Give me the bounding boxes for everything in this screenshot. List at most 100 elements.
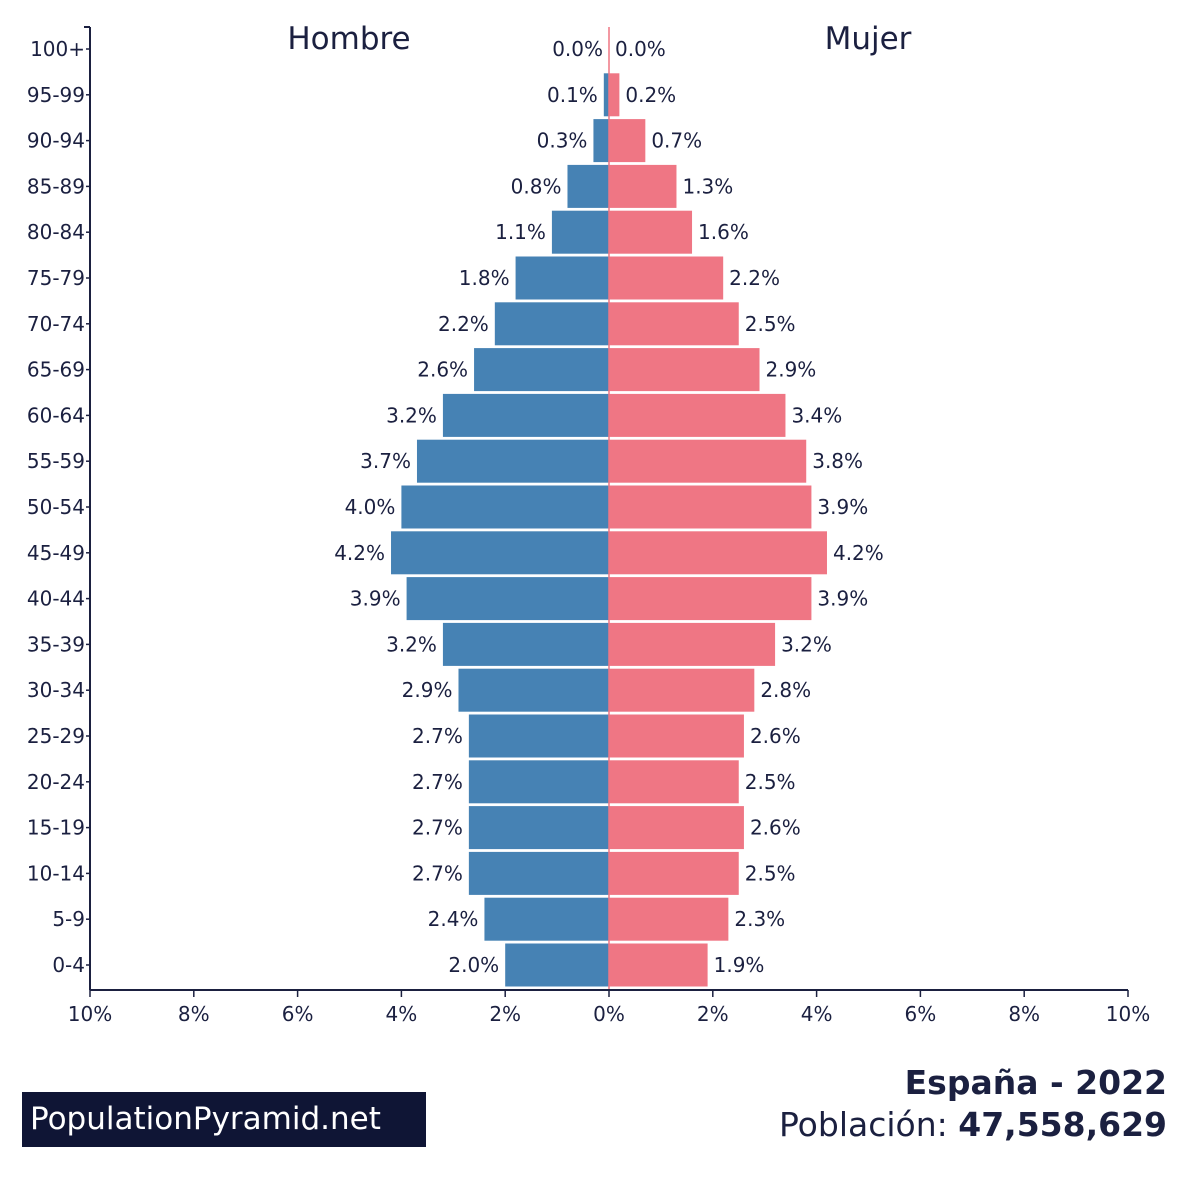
bar-hombre-95-99 bbox=[603, 73, 609, 117]
label-mujer-15-19: 2.6% bbox=[750, 816, 801, 840]
title-mujer: Mujer bbox=[825, 21, 912, 57]
bar-hombre-35-39 bbox=[442, 622, 609, 666]
bar-mujer-60-64 bbox=[609, 393, 786, 437]
age-label-65-69: 65-69 bbox=[27, 358, 85, 382]
bar-mujer-80-84 bbox=[609, 210, 693, 254]
bar-mujer-70-74 bbox=[609, 302, 739, 346]
label-mujer-80-84: 1.6% bbox=[698, 220, 749, 244]
bar-mujer-25-29 bbox=[609, 714, 744, 758]
age-label-80-84: 80-84 bbox=[27, 220, 85, 244]
age-label-25-29: 25-29 bbox=[27, 724, 85, 748]
bar-mujer-15-19 bbox=[609, 806, 744, 850]
label-mujer-40-44: 3.9% bbox=[817, 587, 868, 611]
label-hombre-45-49: 4.2% bbox=[334, 541, 385, 565]
bar-hombre-25-29 bbox=[468, 714, 609, 758]
label-mujer-20-24: 2.5% bbox=[745, 770, 796, 794]
label-hombre-15-19: 2.7% bbox=[412, 816, 463, 840]
bar-hombre-75-79 bbox=[515, 256, 609, 300]
age-label-15-19: 15-19 bbox=[27, 816, 85, 840]
label-mujer-45-49: 4.2% bbox=[833, 541, 884, 565]
x-tick-label: 2% bbox=[697, 1002, 729, 1026]
label-hombre-90-94: 0.3% bbox=[537, 129, 588, 153]
age-label-0-4: 0-4 bbox=[52, 953, 85, 977]
label-hombre-0-4: 2.0% bbox=[448, 953, 499, 977]
label-hombre-95-99: 0.1% bbox=[547, 83, 598, 107]
bar-hombre-45-49 bbox=[391, 531, 609, 575]
population-value: 47,558,629 bbox=[958, 1105, 1167, 1144]
age-label-55-59: 55-59 bbox=[27, 449, 85, 473]
label-hombre-35-39: 3.2% bbox=[386, 632, 437, 656]
label-mujer-10-14: 2.5% bbox=[745, 861, 796, 885]
age-label-60-64: 60-64 bbox=[27, 403, 85, 427]
bar-hombre-30-34 bbox=[458, 668, 609, 712]
label-mujer-60-64: 3.4% bbox=[791, 403, 842, 427]
label-mujer-85-89: 1.3% bbox=[682, 174, 733, 198]
value-labels: 0.0% 0.0% 0.1% 0.2% 0.3% 0.7% 0.8% 1.3% 1.1% 1.6%… bbox=[334, 37, 884, 977]
bar-mujer-30-34 bbox=[609, 668, 755, 712]
watermark-logo: PopulationPyramid.net bbox=[22, 1092, 426, 1147]
bar-hombre-80-84 bbox=[551, 210, 609, 254]
bar-mujer-65-69 bbox=[609, 348, 760, 392]
label-mujer-30-34: 2.8% bbox=[760, 678, 811, 702]
label-mujer-25-29: 2.6% bbox=[750, 724, 801, 748]
bar-hombre-85-89 bbox=[567, 164, 609, 208]
bar-mujer-35-39 bbox=[609, 622, 776, 666]
age-label-45-49: 45-49 bbox=[27, 541, 85, 565]
age-label-10-14: 10-14 bbox=[27, 861, 85, 885]
bar-mujer-55-59 bbox=[609, 439, 807, 483]
label-mujer-55-59: 3.8% bbox=[812, 449, 863, 473]
age-label-95-99: 95-99 bbox=[27, 83, 85, 107]
x-tick-label: 6% bbox=[905, 1002, 937, 1026]
label-hombre-55-59: 3.7% bbox=[360, 449, 411, 473]
label-mujer-90-94: 0.7% bbox=[651, 129, 702, 153]
label-mujer-100+: 0.0% bbox=[615, 37, 666, 61]
age-label-100+: 100+ bbox=[30, 37, 85, 61]
bar-hombre-90-94 bbox=[593, 119, 609, 163]
bar-hombre-50-54 bbox=[401, 485, 609, 529]
bar-hombre-20-24 bbox=[468, 760, 609, 804]
bar-mujer-95-99 bbox=[609, 73, 620, 117]
bar-mujer-10-14 bbox=[609, 851, 739, 895]
label-mujer-5-9: 2.3% bbox=[734, 907, 785, 931]
label-mujer-0-4: 1.9% bbox=[714, 953, 765, 977]
label-hombre-25-29: 2.7% bbox=[412, 724, 463, 748]
label-hombre-65-69: 2.6% bbox=[417, 358, 468, 382]
label-hombre-50-54: 4.0% bbox=[345, 495, 396, 519]
label-mujer-35-39: 3.2% bbox=[781, 632, 832, 656]
age-label-70-74: 70-74 bbox=[27, 312, 85, 336]
age-label-30-34: 30-34 bbox=[27, 678, 85, 702]
bar-mujer-5-9 bbox=[609, 897, 729, 941]
x-tick-label: 8% bbox=[178, 1002, 210, 1026]
age-label-50-54: 50-54 bbox=[27, 495, 85, 519]
bar-hombre-10-14 bbox=[468, 851, 609, 895]
age-label-5-9: 5-9 bbox=[52, 907, 85, 931]
x-tick-label: 6% bbox=[282, 1002, 314, 1026]
x-tick-label: 4% bbox=[801, 1002, 833, 1026]
label-mujer-75-79: 2.2% bbox=[729, 266, 780, 290]
label-hombre-75-79: 1.8% bbox=[459, 266, 510, 290]
population-line: Población: 47,558,629 bbox=[779, 1104, 1167, 1146]
bar-mujer-45-49 bbox=[609, 531, 827, 575]
bar-hombre-0-4 bbox=[505, 943, 609, 987]
bar-hombre-60-64 bbox=[442, 393, 609, 437]
label-hombre-20-24: 2.7% bbox=[412, 770, 463, 794]
bar-hombre-5-9 bbox=[484, 897, 609, 941]
bar-hombre-40-44 bbox=[406, 577, 609, 621]
label-hombre-30-34: 2.9% bbox=[402, 678, 453, 702]
label-hombre-70-74: 2.2% bbox=[438, 312, 489, 336]
bar-mujer-20-24 bbox=[609, 760, 739, 804]
label-hombre-5-9: 2.4% bbox=[428, 907, 479, 931]
country-year-title: España - 2022 bbox=[904, 1063, 1167, 1102]
label-hombre-80-84: 1.1% bbox=[495, 220, 546, 244]
label-hombre-60-64: 3.2% bbox=[386, 403, 437, 427]
caption: España - 2022 Población: 47,558,629 bbox=[779, 1062, 1167, 1146]
label-mujer-65-69: 2.9% bbox=[766, 358, 817, 382]
bars-layer bbox=[391, 27, 827, 990]
age-label-90-94: 90-94 bbox=[27, 129, 85, 153]
label-hombre-85-89: 0.8% bbox=[511, 174, 562, 198]
x-tick-label: 2% bbox=[489, 1002, 521, 1026]
x-tick-label: 4% bbox=[386, 1002, 418, 1026]
bar-mujer-75-79 bbox=[609, 256, 724, 300]
x-tick-label: 10% bbox=[68, 1002, 112, 1026]
